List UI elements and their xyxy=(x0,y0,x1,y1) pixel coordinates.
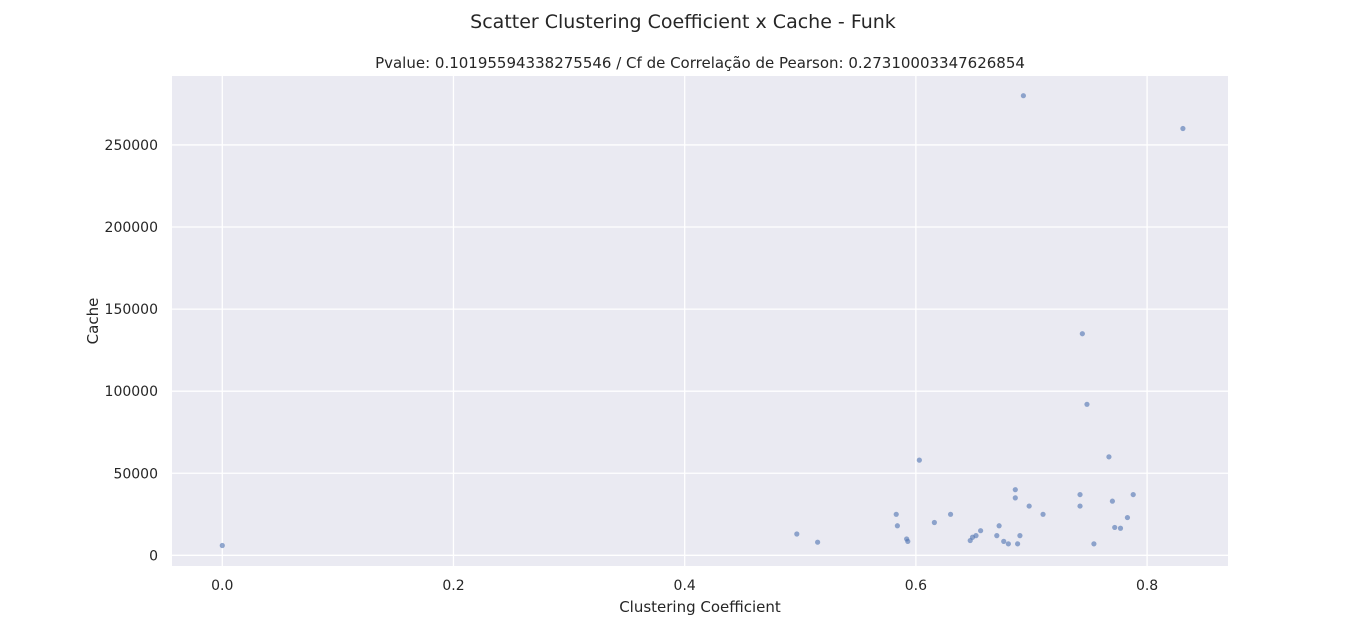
plot-area xyxy=(172,76,1228,566)
scatter-point xyxy=(1017,533,1023,539)
scatter-point xyxy=(994,533,1000,539)
scatter-point xyxy=(947,511,954,517)
y-tick-label: 150000 xyxy=(105,302,158,318)
scatter-point xyxy=(1106,454,1112,460)
scatter-point xyxy=(931,519,937,526)
y-tick-label: 100000 xyxy=(105,384,158,400)
scatter-point xyxy=(1180,125,1186,132)
x-axis-label: Clustering Coefficient xyxy=(619,598,781,616)
y-tick-label: 0 xyxy=(149,548,158,564)
chart-subtitle: Pvalue: 0.10195594338275546 / Cf de Corr… xyxy=(375,54,1025,72)
data-points xyxy=(219,93,1186,549)
scatter-point xyxy=(916,457,922,463)
scatter-point xyxy=(1026,503,1032,509)
scatter-point xyxy=(1112,524,1118,531)
grid xyxy=(172,76,1228,566)
scatter-point xyxy=(1084,401,1090,407)
scatter-point xyxy=(1077,491,1083,498)
scatter-point xyxy=(978,528,984,534)
scatter-point xyxy=(1012,495,1018,501)
y-tick-label: 250000 xyxy=(105,138,158,154)
scatter-point xyxy=(905,538,911,544)
scatter-point xyxy=(1005,541,1011,547)
scatter-point xyxy=(1117,525,1124,531)
scatter-point xyxy=(1077,503,1083,509)
scatter-point xyxy=(1079,331,1085,337)
y-axis-label: Cache xyxy=(84,298,102,345)
scatter-point xyxy=(1015,541,1021,547)
scatter-point xyxy=(1001,538,1007,544)
y-tick-label: 50000 xyxy=(113,466,158,482)
x-tick-label: 0.6 xyxy=(905,578,927,594)
x-tick-label: 0.8 xyxy=(1136,578,1158,594)
scatter-point xyxy=(794,531,800,537)
x-axis-ticks: 0.0 0.2 0.4 0.6 0.8 xyxy=(211,578,1158,594)
scatter-point xyxy=(1020,93,1026,99)
x-tick-label: 0.0 xyxy=(211,578,233,594)
chart-title: Scatter Clustering Coefficient x Cache -… xyxy=(470,11,896,33)
scatter-point xyxy=(996,523,1002,529)
scatter-point xyxy=(815,539,821,545)
x-tick-label: 0.4 xyxy=(674,578,696,594)
scatter-point xyxy=(1012,487,1018,493)
scatter-point xyxy=(1040,511,1046,517)
scatter-point xyxy=(1124,514,1131,521)
scatter-point xyxy=(219,542,225,549)
scatter-point xyxy=(1130,491,1136,498)
scatter-point xyxy=(1091,541,1097,547)
scatter-point xyxy=(893,511,899,517)
y-tick-label: 200000 xyxy=(105,220,158,236)
scatter-point xyxy=(1109,498,1116,504)
scatter-point xyxy=(973,533,979,539)
scatter-point xyxy=(894,523,900,529)
y-axis-ticks: 0 50000 100000 150000 200000 250000 xyxy=(105,138,158,564)
x-tick-label: 0.2 xyxy=(442,578,464,594)
